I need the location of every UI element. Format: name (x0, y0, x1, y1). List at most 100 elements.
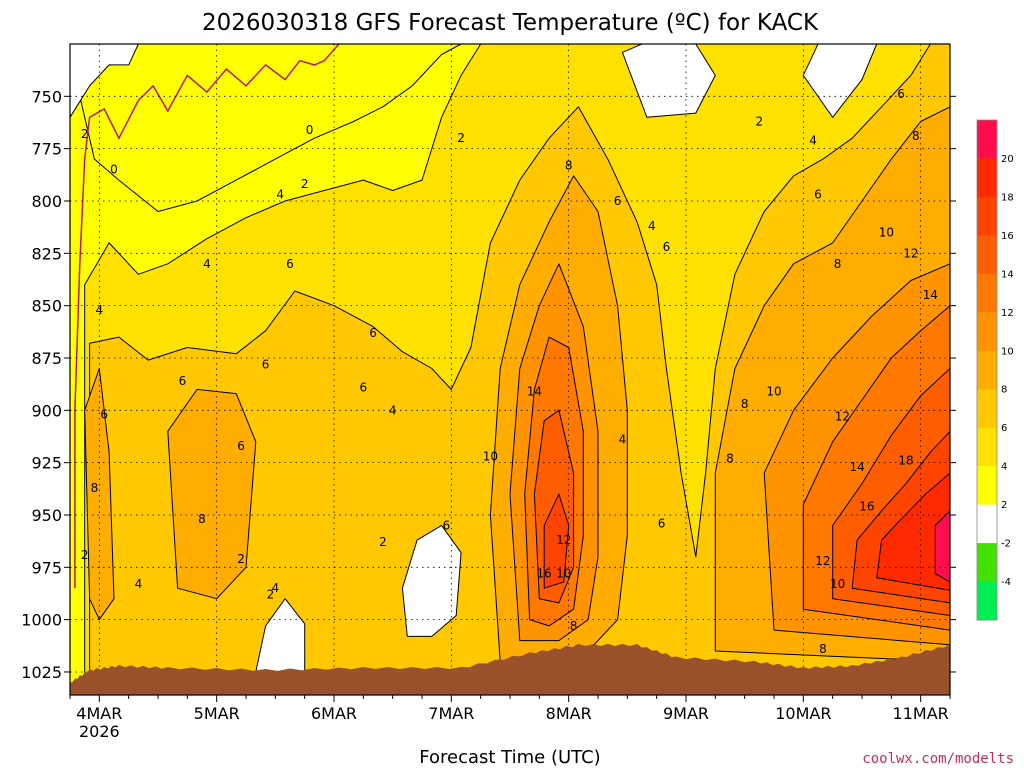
contour-label: 18 (898, 454, 913, 468)
contour-label: 4 (648, 219, 656, 233)
contour-label: 8 (741, 397, 749, 411)
contour-label: 6 (443, 518, 451, 532)
colorbar-label: -4 (1001, 577, 1011, 588)
contour-label: 10 (830, 577, 845, 591)
colorbar-swatch (977, 196, 997, 236)
y-tick-label: 950 (31, 506, 62, 525)
contour-label: 6 (897, 87, 905, 101)
contour-label: 12 (556, 533, 571, 547)
colorbar-label: 6 (1001, 423, 1007, 434)
colorbar-swatch (977, 235, 997, 275)
contour-label: 6 (179, 374, 187, 388)
temp-region-8-6 (167, 388, 257, 600)
colorbar-swatch (977, 120, 997, 159)
contour-label: 14 (849, 460, 864, 474)
colorbar-swatch (977, 273, 997, 313)
contour-label: 6 (814, 188, 822, 202)
y-tick-label: 850 (31, 297, 62, 316)
contour-label: 0 (110, 163, 118, 177)
colorbar-label: 16 (1001, 231, 1014, 242)
contour-label: 2 (81, 548, 89, 562)
y-tick-label: 775 (31, 140, 62, 159)
contour-label: 4 (389, 403, 397, 417)
temperature-bands (69, 43, 951, 688)
x-tick-label: 6MAR (311, 704, 357, 723)
contour-label: 6 (100, 408, 108, 422)
y-tick-label: 900 (31, 401, 62, 420)
contour-label: 6 (658, 516, 666, 530)
y-tick-label: 975 (31, 558, 62, 577)
contour-label: 2 (379, 535, 387, 549)
y-tick-label: 1025 (21, 663, 62, 682)
contour-label: 4 (95, 303, 103, 317)
y-tick-label: 925 (31, 454, 62, 473)
colorbar-label: 2 (1001, 500, 1007, 511)
temp-region-8-5 (84, 368, 115, 621)
contour-label: 16 (537, 567, 552, 581)
contour-label: 8 (819, 642, 827, 656)
contour-label: 6 (614, 194, 622, 208)
contour-label: 12 (835, 410, 850, 424)
colorbar-swatch (977, 581, 997, 621)
contour-label: 2 (237, 552, 245, 566)
contour-label: 10 (879, 225, 894, 239)
contour-label: 8 (570, 619, 578, 633)
y-tick-label: 1000 (21, 611, 62, 630)
contour-label: 8 (565, 158, 573, 172)
colorbar-swatch (977, 389, 997, 428)
contour-label: 0 (306, 123, 314, 137)
contour-label: 6 (262, 357, 270, 371)
temp-region-16-13 (543, 493, 570, 589)
contour-label: 4 (203, 257, 211, 271)
y-tick-label: 750 (31, 87, 62, 106)
contour-label: 4 (135, 577, 143, 591)
colorbar-label: 10 (1001, 346, 1014, 357)
x-axis-label: Forecast Time (UTC) (419, 747, 600, 768)
contour-label: 6 (369, 326, 377, 340)
contour-label: 2 (457, 131, 465, 145)
x-tick-label: 8MAR (546, 704, 592, 723)
colorbar-swatch (977, 158, 997, 198)
contour-label: 14 (527, 385, 542, 399)
colorbar-label: 14 (1001, 269, 1014, 280)
contour-label: 2 (267, 588, 275, 602)
contour-label: 6 (359, 380, 367, 394)
contour-label: 6 (286, 257, 294, 271)
contour-label: 12 (903, 246, 918, 260)
contour-label: 12 (815, 554, 830, 568)
chart-title: 2026030318 GFS Forecast Temperature (ºC)… (202, 10, 819, 36)
contour-label: 6 (663, 240, 671, 254)
contour-label: 4 (276, 188, 284, 202)
colorbar-swatch (977, 543, 997, 582)
colorbar-label: 12 (1001, 308, 1014, 319)
contour-label: 8 (91, 481, 99, 495)
y-tick-label: 875 (31, 349, 62, 368)
x-tick-label: 10MAR (775, 704, 831, 723)
contour-label: 2 (301, 177, 309, 191)
contour-label: 14 (923, 288, 938, 302)
x-tick-sublabel: 2026 (79, 722, 120, 741)
colorbar-label: -2 (1001, 539, 1011, 550)
x-tick-label: 7MAR (428, 704, 474, 723)
contour-label: 8 (726, 452, 734, 466)
x-tick-label: 9MAR (663, 704, 709, 723)
colorbar-swatch (977, 427, 997, 467)
contour-label: 8 (834, 257, 842, 271)
y-tick-label: 800 (31, 192, 62, 211)
x-tick-label: 4MAR (76, 704, 122, 723)
colorbar-swatch (977, 312, 997, 352)
colorbar-swatch (977, 466, 997, 505)
temp-region-0-20 (802, 43, 878, 118)
colorbar-frame (976, 119, 998, 621)
colorbar-label: 18 (1001, 192, 1014, 203)
colorbar-legend: 20 18 16 14 12 10 8 6 4 2 -2 -4 (976, 119, 1014, 621)
freezing-line (74, 43, 340, 589)
contour-label: 4 (619, 433, 627, 447)
contour-label: 6 (237, 439, 245, 453)
contour-label: 10 (483, 449, 498, 463)
credit-text: coolwx.com/modelts (862, 751, 1014, 767)
